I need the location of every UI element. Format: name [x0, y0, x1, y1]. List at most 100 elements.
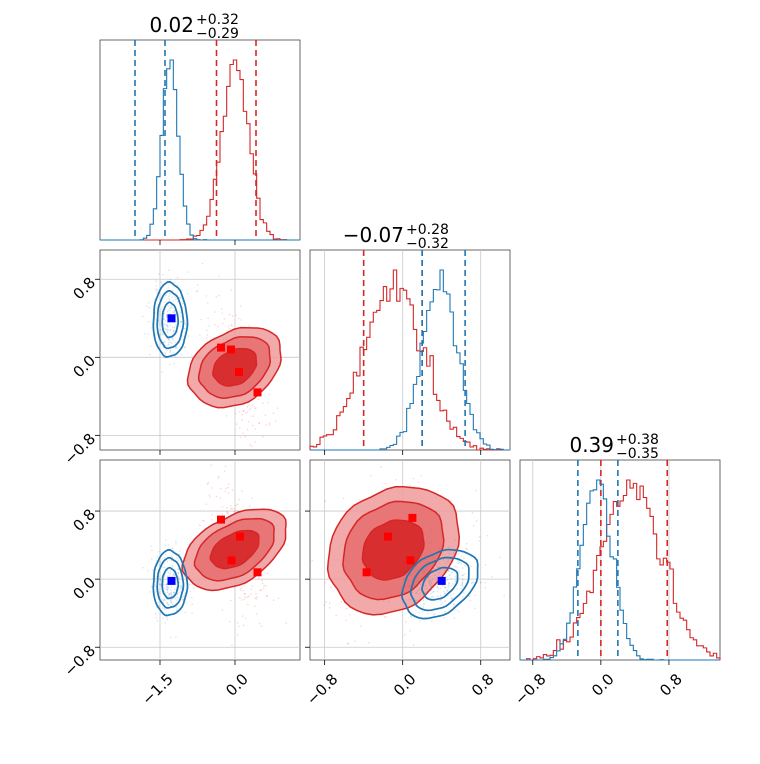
- scatter-point-blue: [463, 557, 465, 559]
- scatter-point-blue: [452, 606, 455, 608]
- scatter-point-blue: [461, 581, 463, 584]
- scatter-point-blue: [412, 602, 414, 605]
- histogram-blue: [100, 59, 300, 241]
- scatter-point-blue: [164, 583, 166, 586]
- scatter-point-blue: [158, 551, 160, 553]
- scatter-point-red: [228, 327, 231, 330]
- scatter-point-blue: [166, 602, 169, 604]
- scatter-point-blue: [474, 607, 476, 610]
- histogram-red: [309, 269, 510, 451]
- scatter-point-blue: [423, 570, 426, 573]
- histogram-red: [100, 59, 300, 241]
- scatter-point-blue: [175, 606, 178, 608]
- scatter-point-blue: [175, 609, 178, 611]
- scatter-point-blue: [442, 616, 445, 619]
- scatter-point-red: [248, 420, 250, 423]
- scatter-point-red: [324, 581, 327, 584]
- scatter-point-blue: [175, 583, 177, 585]
- scatter-point-red: [211, 487, 213, 489]
- scatter-point-red: [263, 585, 265, 587]
- scatter-point-red: [246, 411, 249, 414]
- scatter-point-red: [228, 313, 231, 316]
- x-tick-label: −0.8: [303, 670, 341, 708]
- scatter-point-red: [345, 607, 348, 610]
- scatter-point-blue: [164, 592, 167, 594]
- scatter-point-blue: [180, 353, 183, 356]
- scatter-point-blue: [176, 599, 178, 601]
- scatter-point-blue: [461, 552, 464, 554]
- scatter-point-red: [242, 624, 245, 627]
- scatter-point-red: [265, 424, 267, 426]
- scatter-point-red: [323, 604, 326, 606]
- scatter-point-blue: [417, 552, 420, 554]
- scatter-point-blue: [443, 590, 445, 593]
- histogram-blue: [520, 479, 720, 661]
- scatter-point-red: [249, 444, 251, 446]
- scatter-point-blue: [444, 592, 446, 594]
- scatter-point-blue: [161, 371, 163, 373]
- scatter-point-blue: [165, 584, 168, 586]
- scatter-point-blue: [166, 585, 168, 588]
- scatter-point-red: [227, 492, 230, 494]
- scatter-point-blue: [416, 585, 419, 587]
- scatter-point-blue: [437, 560, 440, 563]
- scatter-point-blue: [173, 311, 176, 314]
- scatter-point-blue: [430, 592, 433, 595]
- scatter-point-blue: [430, 586, 433, 589]
- scatter-point-blue: [167, 571, 170, 574]
- scatter-point-blue: [191, 603, 194, 606]
- panel-frame: [99, 459, 301, 661]
- scatter-point-red: [258, 422, 260, 425]
- scatter-point-blue: [162, 599, 165, 602]
- scatter-point-blue: [448, 582, 450, 584]
- scatter-point-blue: [403, 577, 406, 580]
- scatter-point-blue: [460, 563, 462, 565]
- scatter-point-blue: [448, 564, 451, 567]
- scatter-point-blue: [417, 590, 419, 592]
- scatter-point-blue: [166, 589, 168, 591]
- scatter-point-red: [475, 520, 478, 522]
- scatter-point-blue: [452, 583, 454, 585]
- pair-panel-p3-vs-p2: −0.8 0.0 0.8: [303, 459, 511, 709]
- scatter-point-blue: [424, 584, 427, 587]
- scatter-point-blue: [169, 572, 172, 574]
- marker-red: [408, 513, 417, 522]
- scatter-point-blue: [456, 587, 458, 590]
- scatter-point-blue: [164, 340, 166, 343]
- scatter-point-blue: [169, 363, 171, 366]
- scatter-point-blue: [426, 612, 429, 615]
- scatter-point-red: [238, 427, 241, 429]
- scatter-point-red: [254, 441, 256, 443]
- scatter-point-red: [328, 602, 331, 604]
- scatter-point-red: [244, 596, 247, 598]
- scatter-point-blue: [176, 557, 178, 559]
- scatter-point-red: [250, 407, 252, 409]
- scatter-point-blue: [444, 600, 447, 602]
- scatter-point-blue: [451, 597, 454, 600]
- scatter-point-blue: [160, 336, 162, 339]
- histogram-title-upper-error: +0.28: [406, 222, 449, 238]
- scatter-point-blue: [451, 571, 454, 574]
- scatter-point-blue: [174, 298, 177, 301]
- scatter-point-blue: [162, 274, 164, 276]
- scatter-point-red: [254, 597, 256, 600]
- scatter-point-red: [226, 511, 228, 514]
- scatter-point-blue: [180, 585, 183, 588]
- scatter-point-blue: [142, 315, 144, 318]
- scatter-point-blue: [157, 588, 160, 590]
- scatter-point-red: [330, 586, 332, 588]
- scatter-point-red: [240, 319, 242, 321]
- scatter-point-blue: [166, 591, 169, 594]
- scatter-point-red: [241, 615, 244, 617]
- scatter-point-blue: [172, 352, 175, 355]
- scatter-point-red: [409, 485, 412, 487]
- scatter-point-red: [217, 477, 220, 480]
- scatter-point-red: [237, 503, 239, 506]
- scatter-point-red: [260, 589, 263, 591]
- scatter-point-blue: [166, 588, 169, 590]
- scatter-point-blue: [165, 324, 167, 326]
- scatter-point-blue: [454, 565, 457, 568]
- scatter-point-blue: [183, 595, 185, 597]
- scatter-point-blue: [436, 590, 439, 593]
- scatter-point-red: [347, 642, 350, 644]
